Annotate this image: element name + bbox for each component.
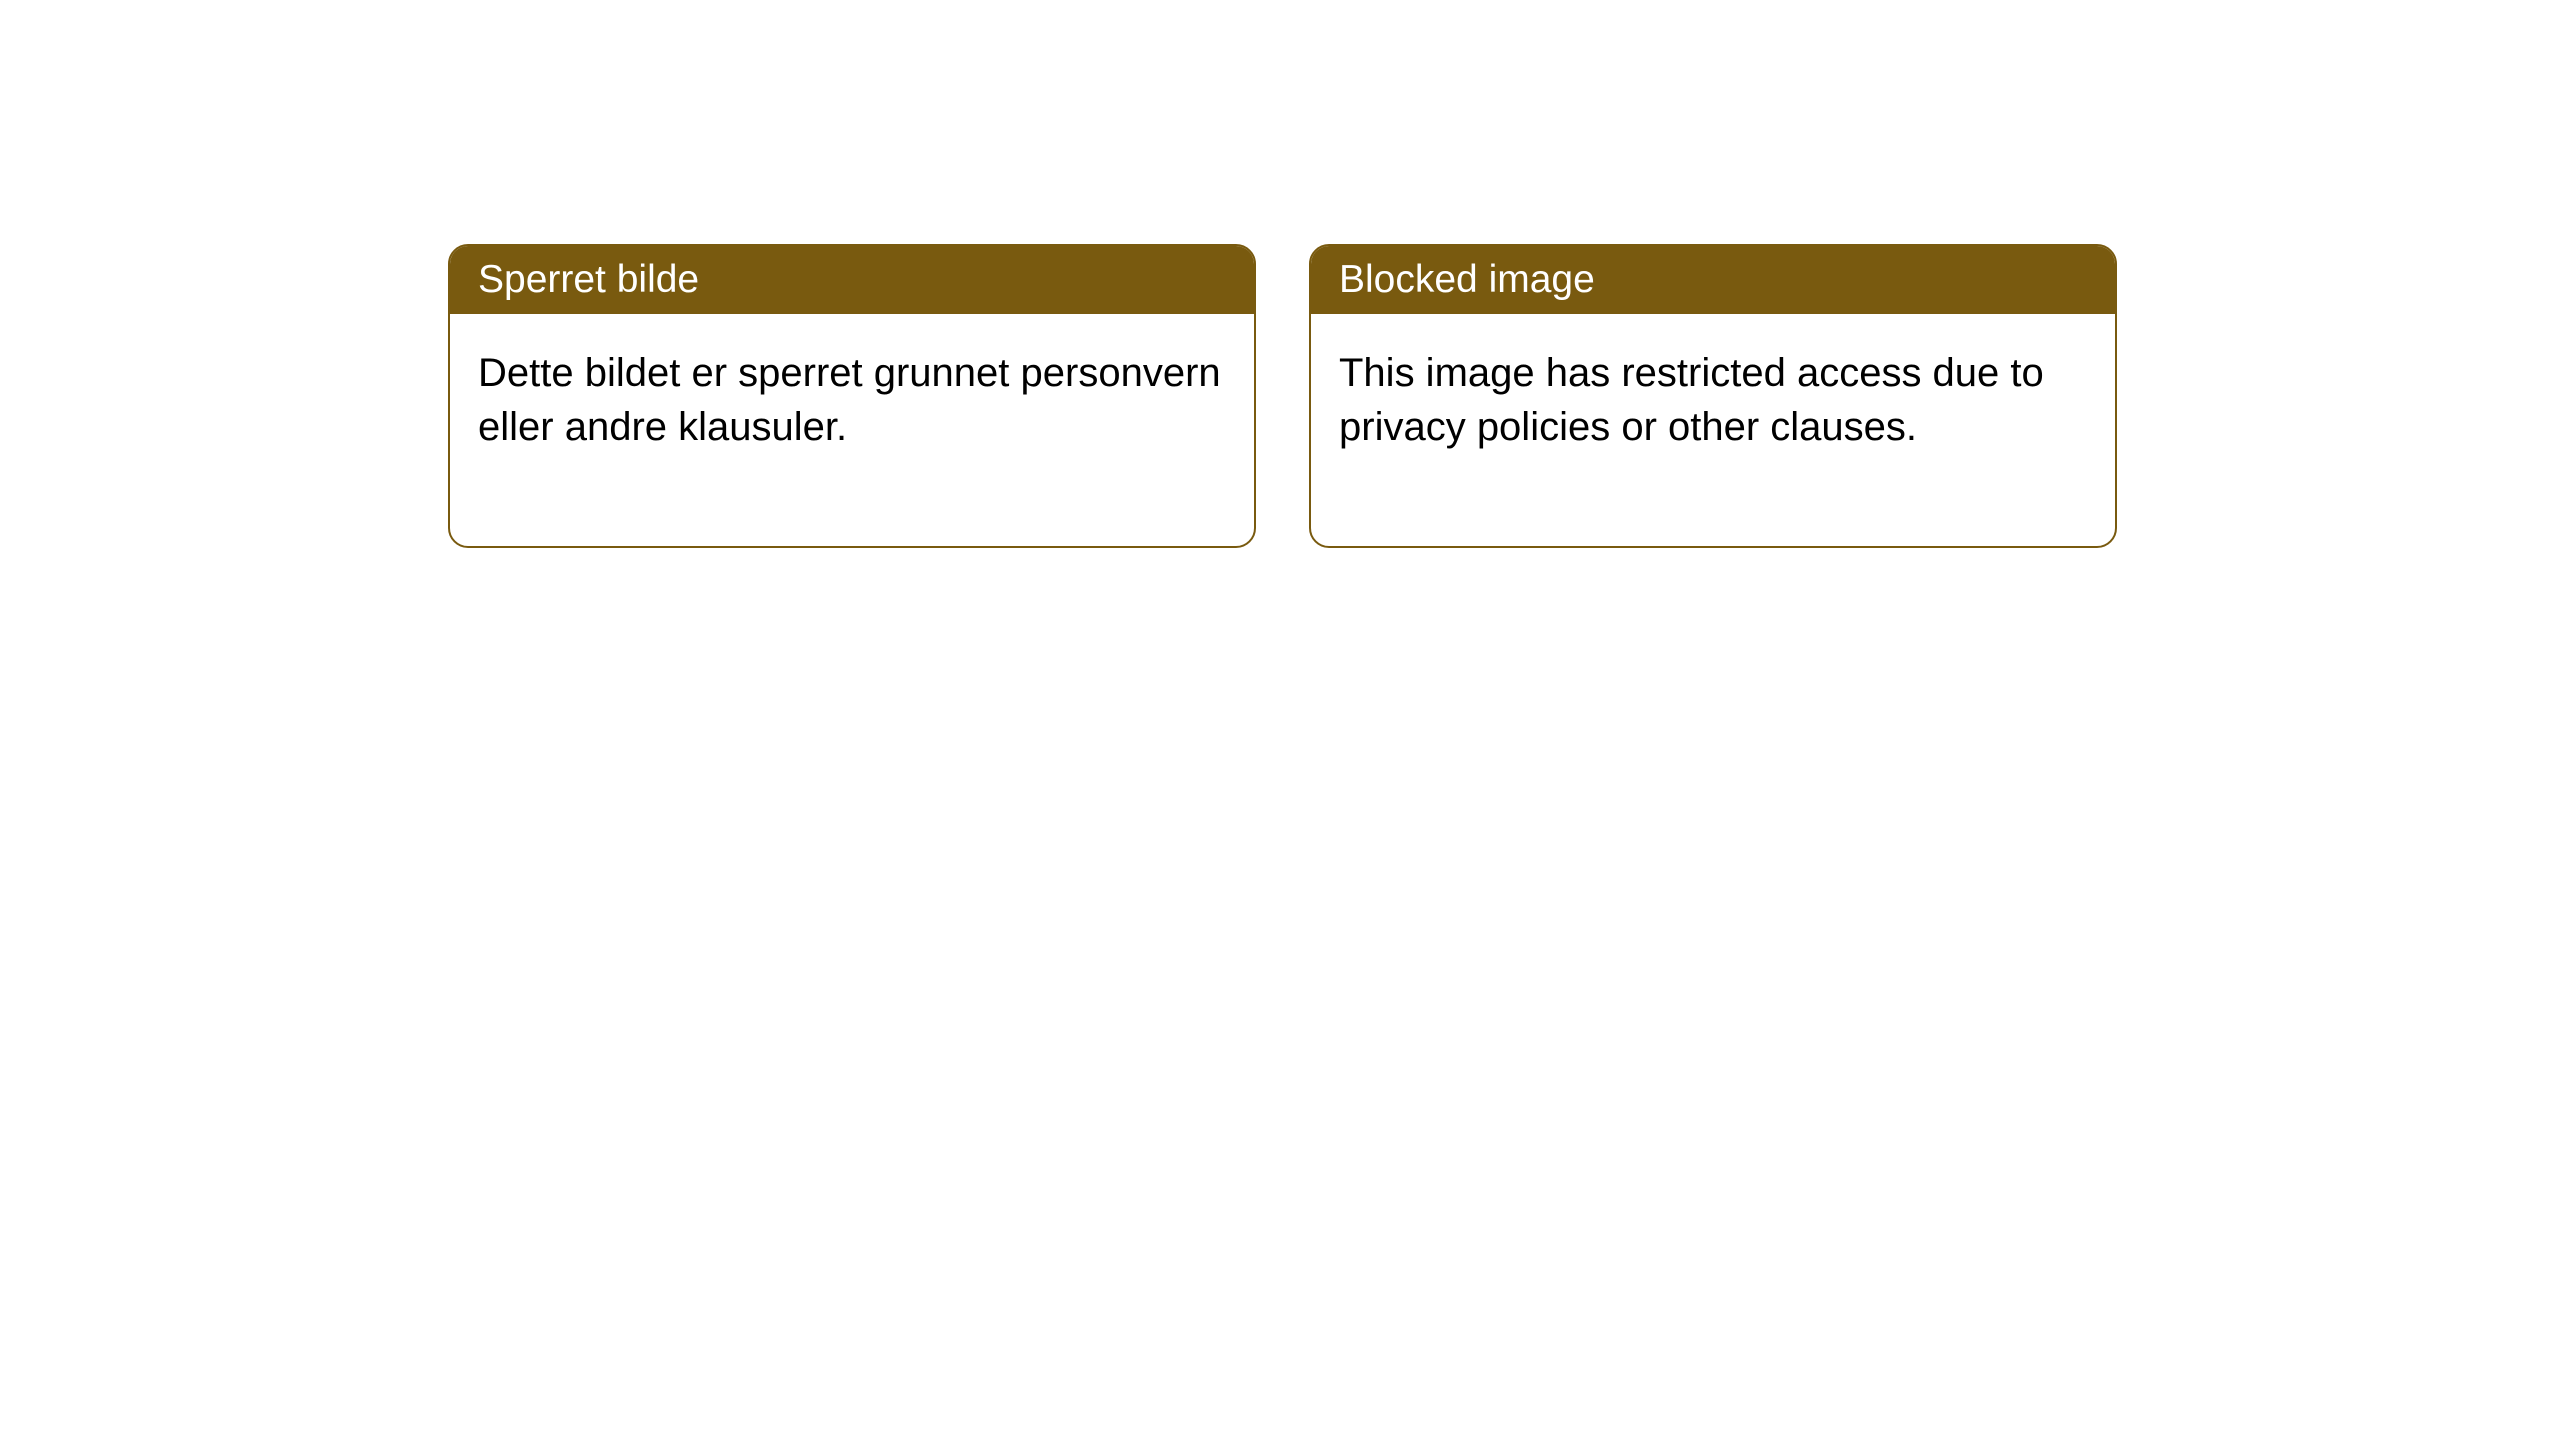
- notice-header-english: Blocked image: [1311, 246, 2115, 314]
- notice-header-norwegian: Sperret bilde: [450, 246, 1254, 314]
- notice-body-norwegian: Dette bildet er sperret grunnet personve…: [450, 314, 1254, 546]
- notice-container: Sperret bilde Dette bildet er sperret gr…: [448, 244, 2117, 548]
- notice-card-norwegian: Sperret bilde Dette bildet er sperret gr…: [448, 244, 1256, 548]
- notice-card-english: Blocked image This image has restricted …: [1309, 244, 2117, 548]
- notice-body-english: This image has restricted access due to …: [1311, 314, 2115, 546]
